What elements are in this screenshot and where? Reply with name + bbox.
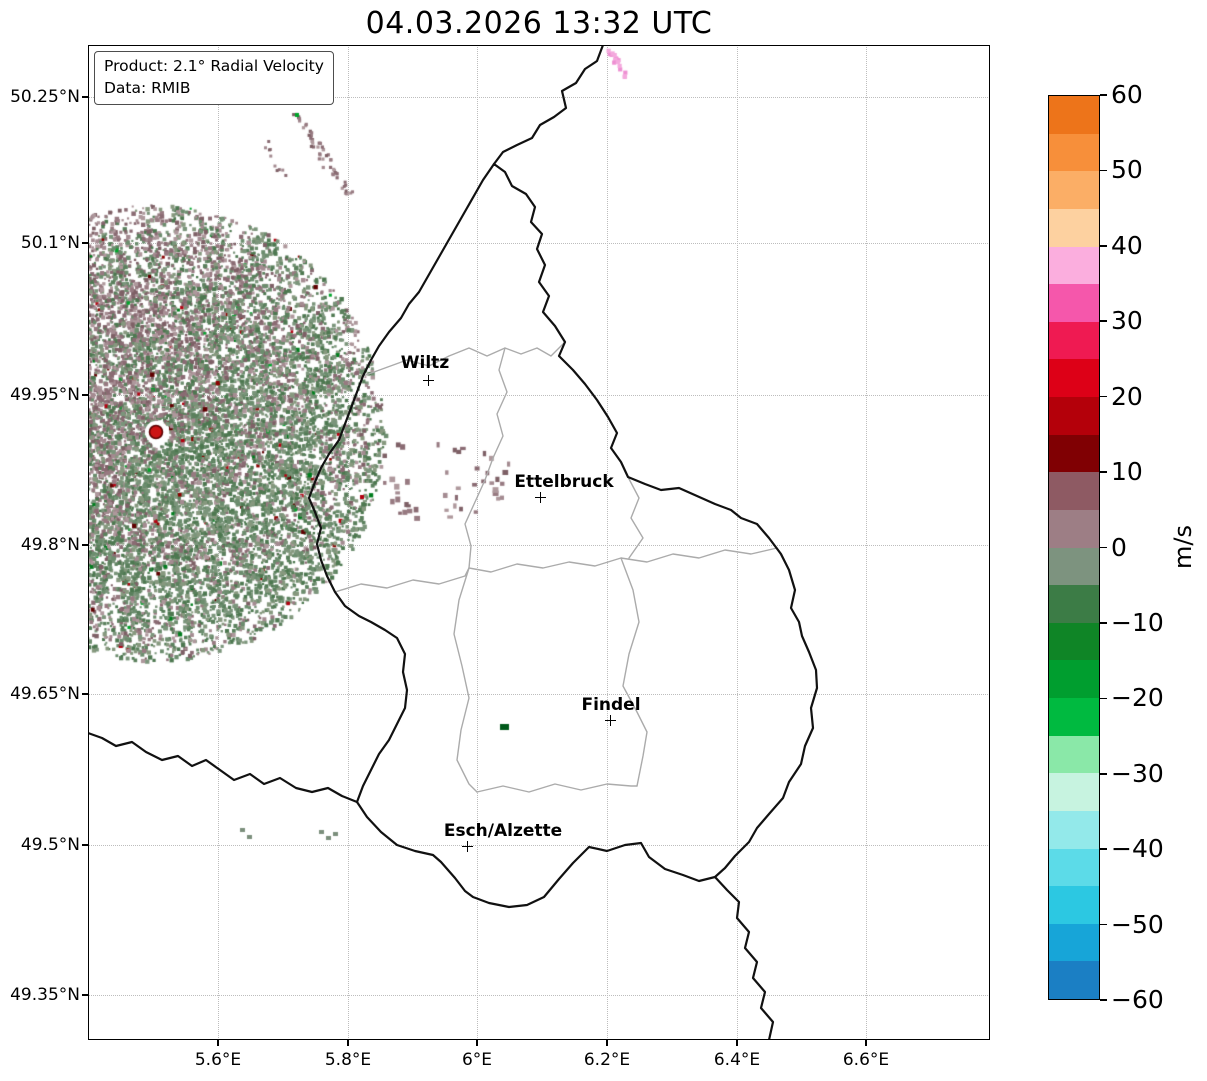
map-plot: Product: 2.1° Radial Velocity Data: RMIB… <box>88 45 990 1040</box>
x-tick-mark <box>347 1040 349 1046</box>
colorbar-band <box>1049 923 1099 962</box>
colorbar <box>1048 95 1100 1000</box>
colorbar-band <box>1049 886 1099 924</box>
x-tick-label: 5.8°E <box>324 1050 372 1070</box>
x-tick-label: 6°E <box>461 1050 493 1070</box>
colorbar-band <box>1049 171 1099 209</box>
city-label: Wiltz <box>400 353 450 373</box>
colorbar-tick-mark <box>1100 94 1107 96</box>
colorbar-tick-mark <box>1100 169 1107 172</box>
city-label: Findel <box>581 695 641 715</box>
colorbar-tick-mark <box>1100 999 1107 1001</box>
x-tick-label: 6.2°E <box>583 1050 631 1070</box>
x-tick-mark <box>606 1040 608 1046</box>
y-tick-label: 50.1°N <box>20 233 80 253</box>
y-tick-mark <box>82 844 88 846</box>
y-tick-label: 49.65°N <box>10 684 80 704</box>
colorbar-unit-label: m/s <box>1169 525 1197 569</box>
colorbar-band <box>1049 509 1099 548</box>
x-tick-label: 5.6°E <box>194 1050 242 1070</box>
y-tick-label: 49.5°N <box>20 835 80 855</box>
y-tick-mark <box>82 693 88 695</box>
y-tick-label: 49.35°N <box>10 985 80 1005</box>
colorbar-tick-mark <box>1100 622 1107 624</box>
colorbar-tick-label: −20 <box>1111 683 1164 713</box>
colorbar-band <box>1049 397 1099 435</box>
radar-echo-canvas <box>88 45 990 1040</box>
colorbar-band <box>1049 622 1099 661</box>
colorbar-band <box>1049 246 1099 285</box>
colorbar-tick-mark <box>1100 923 1107 926</box>
colorbar-tick-mark <box>1100 772 1107 775</box>
city-marker <box>422 374 434 386</box>
colorbar-tick-mark <box>1100 546 1107 549</box>
data-source-label: Data: RMIB <box>104 79 191 97</box>
colorbar-tick-mark <box>1100 697 1107 700</box>
colorbar-tick-label: 50 <box>1111 155 1143 185</box>
y-tick-label: 49.8°N <box>20 535 80 555</box>
colorbar-band <box>1049 359 1099 397</box>
colorbar-tick-label: −40 <box>1111 834 1164 864</box>
colorbar-band <box>1049 810 1099 849</box>
y-tick-mark <box>82 96 88 98</box>
x-tick-label: 6.6°E <box>842 1050 890 1070</box>
colorbar-band <box>1049 208 1099 247</box>
colorbar-band <box>1049 660 1099 698</box>
colorbar-tick-label: −50 <box>1111 909 1164 939</box>
city-label: Esch/Alzette <box>443 821 563 841</box>
city-marker <box>461 840 473 852</box>
colorbar-tick-mark <box>1100 320 1107 323</box>
colorbar-tick-label: 40 <box>1111 230 1143 260</box>
colorbar-band <box>1049 848 1099 887</box>
y-tick-mark <box>82 544 88 546</box>
colorbar-tick-mark <box>1100 848 1107 850</box>
colorbar-tick-label: 30 <box>1111 306 1143 336</box>
colorbar-tick-mark <box>1100 245 1107 247</box>
colorbar-band <box>1049 284 1099 322</box>
y-tick-mark <box>82 242 88 244</box>
figure-title: 04.03.2026 13:32 UTC <box>365 6 713 41</box>
colorbar-band <box>1049 472 1099 510</box>
y-tick-label: 49.95°N <box>10 385 80 405</box>
x-tick-mark <box>865 1040 867 1046</box>
city-marker <box>604 714 616 726</box>
colorbar-tick-label: −60 <box>1111 985 1164 1014</box>
colorbar-tick-mark <box>1100 395 1107 398</box>
colorbar-tick-mark <box>1100 471 1107 473</box>
city-label: Ettelbruck <box>514 472 614 492</box>
colorbar-tick-label: 10 <box>1111 457 1143 487</box>
colorbar-tick-label: 60 <box>1111 80 1143 109</box>
colorbar-band <box>1049 434 1099 473</box>
y-tick-mark <box>82 394 88 396</box>
colorbar-band <box>1049 585 1099 623</box>
y-tick-mark <box>82 994 88 996</box>
x-tick-label: 6.4°E <box>713 1050 761 1070</box>
x-tick-mark <box>217 1040 219 1046</box>
product-info-box: Product: 2.1° Radial Velocity Data: RMIB <box>94 51 334 105</box>
colorbar-band <box>1049 698 1099 736</box>
product-label: Product: 2.1° Radial Velocity <box>104 57 324 75</box>
colorbar-band <box>1049 321 1099 360</box>
y-tick-label: 50.25°N <box>10 87 80 107</box>
x-tick-mark <box>736 1040 738 1046</box>
colorbar-tick-label: 20 <box>1111 381 1143 411</box>
colorbar-band <box>1049 547 1099 586</box>
colorbar-band <box>1049 961 1099 999</box>
colorbar-tick-label: −30 <box>1111 758 1164 788</box>
colorbar-band <box>1049 735 1099 774</box>
city-marker <box>534 491 546 503</box>
colorbar-band <box>1049 133 1099 172</box>
colorbar-tick-label: 0 <box>1111 532 1127 562</box>
x-tick-mark <box>476 1040 478 1046</box>
colorbar-band <box>1049 773 1099 811</box>
colorbar-tick-label: −10 <box>1111 607 1164 637</box>
colorbar-band <box>1049 96 1099 134</box>
